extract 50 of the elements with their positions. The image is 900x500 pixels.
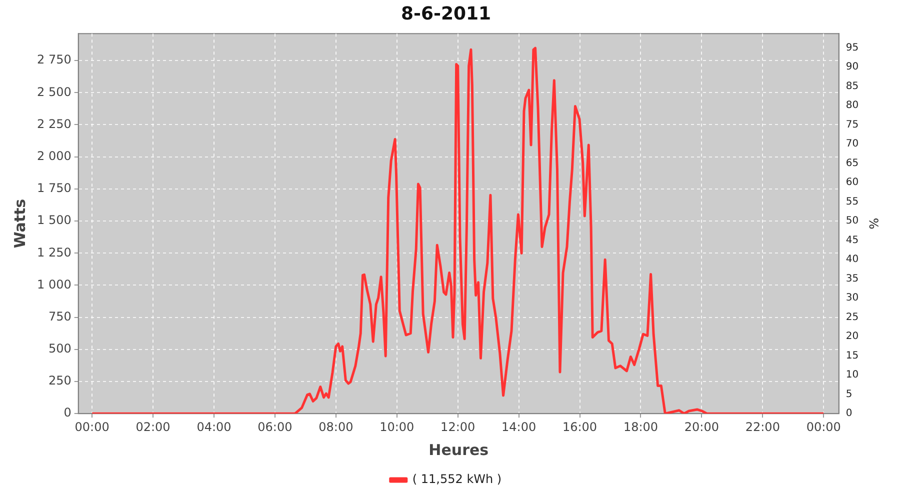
y-tick-label: 2 750 (36, 52, 72, 67)
y2-tick-label: 75 (846, 119, 859, 130)
y2-tick-label: 50 (846, 216, 859, 227)
y-axis-title: Watts (10, 198, 29, 248)
y-tick-label: 750 (48, 309, 72, 324)
y2-tick-label: 15 (846, 350, 859, 362)
x-tick-label: 08:00 (318, 420, 354, 434)
y2-tick-label: 45 (846, 234, 859, 246)
x-tick-label: 14:00 (502, 420, 536, 434)
x-tick-label: 16:00 (562, 420, 598, 434)
x-tick-label: 12:00 (440, 420, 476, 434)
y2-tick-label: 80 (846, 100, 859, 112)
y2-tick-label: 0 (846, 408, 852, 420)
x-tick-label: 04:00 (196, 420, 232, 434)
y-tick-label: 500 (48, 342, 72, 356)
y2-tick-label: 35 (846, 273, 859, 284)
chart-title: 8-6-2011 (400, 3, 492, 24)
y-tick-label: 1 250 (36, 245, 72, 260)
y2-tick-label: 65 (846, 158, 859, 169)
x-tick-label: 00:00 (74, 420, 110, 434)
y2-tick-label: 90 (846, 62, 859, 73)
y-tick-label: 1 500 (36, 213, 72, 228)
y2-tick-label: 40 (846, 254, 859, 266)
y2-tick-label: 70 (846, 138, 859, 150)
y-tick-label: 2 500 (36, 84, 72, 99)
y-tick-label: 2 250 (36, 116, 72, 131)
y2-axis-title: % (866, 218, 881, 230)
y2-tick-label: 85 (846, 80, 859, 92)
y2-tick-label: 20 (846, 331, 859, 342)
y-tick-label: 250 (48, 374, 72, 388)
x-tick-label: 06:00 (258, 420, 292, 434)
y-tick-label: 2 000 (36, 148, 72, 163)
legend-label: ( 11,552 kWh ) (412, 472, 502, 486)
y2-tick-label: 95 (846, 42, 859, 54)
y-tick-label: 0 (64, 406, 72, 420)
x-tick-label: 00:00 (806, 420, 841, 434)
y-tick-label: 1 750 (36, 181, 72, 196)
y2-tick-label: 30 (846, 292, 859, 304)
x-axis-title: Heures (428, 440, 489, 459)
x-tick-label: 20:00 (684, 420, 720, 434)
x-tick-label: 22:00 (745, 420, 780, 434)
x-tick-label: 02:00 (136, 420, 170, 434)
y2-tick-label: 25 (846, 312, 859, 323)
x-tick-label: 10:00 (380, 420, 414, 434)
x-tick-label: 18:00 (623, 420, 658, 434)
y2-tick-label: 5 (846, 388, 852, 400)
y2-tick-label: 55 (846, 196, 859, 208)
y2-tick-label: 10 (846, 370, 859, 381)
y-tick-label: 1 000 (36, 277, 72, 292)
y2-tick-label: 60 (846, 177, 859, 188)
